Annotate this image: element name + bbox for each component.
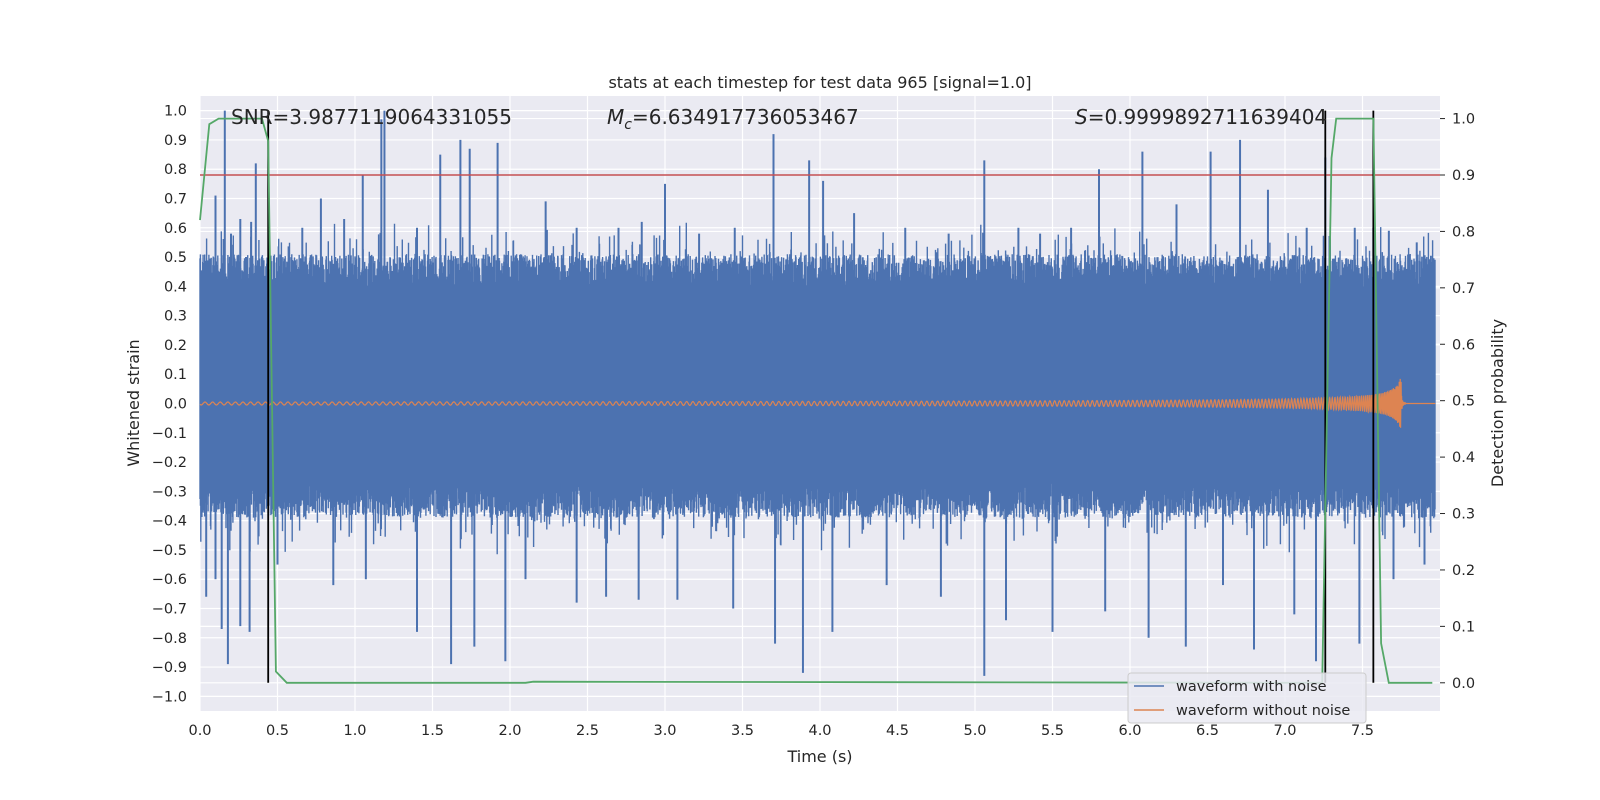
detection-probability-line [199,117,1433,684]
vertical-markers [267,110,1375,683]
y2-tick-label: 0.3 [1452,507,1475,523]
y-tick-label: 0.5 [164,250,187,266]
y-tick-label: 0.6 [164,221,187,237]
y-axis-label: Whitened strain [124,339,143,466]
y-tick-label: 0.8 [164,162,187,178]
y-tick-label: 1.0 [164,104,187,120]
y-tick-label: 0.9 [164,133,187,149]
x-axis-label: Time (s) [786,747,852,766]
y-tick-label: −0.5 [152,543,187,559]
y2-tick-label: 1.0 [1452,112,1475,128]
legend: waveform with noise waveform without noi… [1127,672,1367,724]
chirp-mass-value: =6.634917736053467 [632,105,859,129]
y-tick-label: −0.8 [152,631,187,647]
s-annotation: S=0.9999892711639404 [1075,105,1327,129]
x-tick-label: 6.5 [1196,723,1219,739]
y-tick-label: 0.4 [164,279,187,295]
legend-box [1127,672,1367,724]
x-tick-label: 4.0 [808,723,831,739]
y2-tick-label: 0.6 [1452,337,1475,353]
x-tick-label: 0.5 [266,723,289,739]
x-tick-label: 1.5 [421,723,444,739]
noise-band-core [200,321,1436,451]
x-tick-label: 5.0 [963,723,986,739]
y2-tick-label: 0.9 [1452,168,1475,184]
y-tick-label: −0.1 [152,426,187,442]
x-tick-label: 3.5 [731,723,754,739]
y-axis-ticks: 1.0 0.9 0.8 0.7 0.6 0.5 0.4 0.3 0.2 0.1 0.0 −0.1 −0.… [152,104,187,706]
chirp-mass-symbol: M [607,105,624,129]
chirp-mass-annotation: Mc=6.634917736053467 [607,105,859,133]
y-tick-label: −1.0 [152,689,187,705]
y-tick-label: −0.9 [152,660,187,676]
y-tick-label: −0.2 [152,455,187,471]
x-tick-label: 2.0 [498,723,521,739]
chart-title: stats at each timestep for test data 965… [608,73,1031,92]
y2-tick-label: 0.8 [1452,224,1475,240]
chirp-mass-subscript: c [624,117,632,133]
y-tick-label: 0.0 [164,397,187,413]
y2-tick-label: 0.2 [1452,563,1475,579]
y2-tick-label: 0.1 [1452,619,1475,635]
x-tick-label: 4.5 [886,723,909,739]
legend-label-clean: waveform without noise [1176,703,1350,719]
y-tick-label: −0.7 [152,602,187,618]
legend-label-noise: waveform with noise [1176,679,1327,695]
s-value: =0.9999892711639404 [1088,105,1327,129]
y-tick-label: 0.1 [164,367,187,383]
x-tick-label: 0.0 [188,723,211,739]
y-tick-label: −0.4 [152,514,187,530]
x-tick-label: 2.5 [576,723,599,739]
y-tick-label: −0.3 [152,484,187,500]
y2-axis-ticks: 1.0 0.9 0.8 0.7 0.6 0.5 0.4 0.3 0.2 0.1 0.0 [1440,112,1475,692]
y2-axis-label: Detection probability [1488,319,1507,487]
x-tick-label: 7.0 [1273,723,1296,739]
x-tick-label: 1.0 [343,723,366,739]
y-tick-label: −0.6 [152,572,187,588]
clean-waveform-line [199,378,1436,428]
y-tick-label: 0.3 [164,309,187,325]
snr-annotation: SNR=3.9877119064331055 [231,105,512,129]
y2-tick-label: 0.7 [1452,281,1475,297]
x-axis-ticks: 0.0 0.5 1.0 1.5 2.0 2.5 3.0 3.5 4.0 4.5 5.0 5.5 6.0 6… [188,723,1374,739]
y-tick-label: 0.7 [164,192,187,208]
x-tick-label: 5.5 [1041,723,1064,739]
y2-tick-label: 0.4 [1452,450,1475,466]
x-tick-label: 7.5 [1351,723,1374,739]
y2-tick-label: 0.0 [1452,676,1475,692]
x-tick-label: 6.0 [1118,723,1141,739]
y2-tick-label: 0.5 [1452,394,1475,410]
noise-band [199,110,1436,676]
x-tick-label: 3.0 [653,723,676,739]
y-tick-label: 0.2 [164,338,187,354]
s-symbol: S [1075,105,1088,129]
